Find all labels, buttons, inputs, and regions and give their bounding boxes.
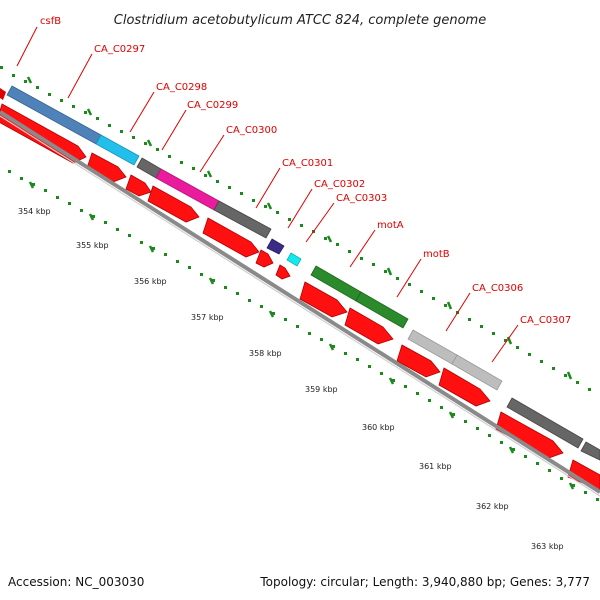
cds-arrow[interactable]	[396, 344, 441, 378]
gene-band-next[interactable]	[506, 397, 584, 449]
cds-arrow[interactable]	[147, 185, 200, 223]
accession-text: Accession: NC_003030	[8, 575, 144, 589]
gene-label-motb[interactable]: motB	[423, 249, 450, 260]
gene-label-ca-c0301[interactable]: CA_C0301	[282, 158, 333, 169]
kbp-label: 355 kbp	[76, 241, 109, 250]
inner-major-ticks	[28, 181, 575, 490]
cds-arrow[interactable]	[438, 367, 491, 407]
gene-band-ca-c0302[interactable]	[266, 238, 285, 255]
gene-label-mota[interactable]: motA	[377, 220, 404, 231]
gene-label-ca-c0306[interactable]: CA_C0306	[472, 283, 523, 294]
genome-backbone	[0, 110, 600, 497]
gene-band-edge[interactable]	[580, 441, 600, 461]
gene-label-ca-c0303[interactable]: CA_C0303	[336, 193, 387, 204]
label-leaders	[16, 26, 519, 363]
kbp-label: 356 kbp	[134, 277, 167, 286]
cds-arrow[interactable]	[344, 307, 394, 345]
kbp-label: 359 kbp	[305, 385, 338, 394]
gene-label-ca-c0299[interactable]: CA_C0299	[187, 100, 238, 111]
kbp-label: 354 kbp	[18, 207, 51, 216]
gene-label-csfb[interactable]: csfB	[40, 16, 61, 27]
kbp-scale-labels: 354 kbp 355 kbp 356 kbp 357 kbp 358 kbp …	[18, 207, 564, 551]
kbp-label: 358 kbp	[249, 349, 282, 358]
genome-info-text: Topology: circular; Length: 3,940,880 bp…	[259, 575, 590, 589]
gene-label-ca-c0298[interactable]: CA_C0298	[156, 82, 207, 93]
gene-labels: csfB CA_C0297 CA_C0298 CA_C0299 CA_C0300…	[40, 16, 571, 326]
gene-label-ca-c0302[interactable]: CA_C0302	[314, 179, 365, 190]
cds-arrow[interactable]	[255, 249, 274, 268]
cds-arrow[interactable]	[275, 264, 291, 280]
cds-arrow[interactable]	[125, 174, 152, 197]
gene-band-ca-c0298[interactable]	[95, 134, 140, 166]
gene-band-track	[0, 85, 600, 461]
map-title: Clostridium acetobutylicum ATCC 824, com…	[114, 13, 486, 28]
outer-tick-track	[0, 66, 591, 391]
kbp-label: 363 kbp	[531, 542, 564, 551]
gene-label-ca-c0307[interactable]: CA_C0307	[520, 315, 571, 326]
kbp-label: 357 kbp	[191, 313, 224, 322]
gene-band-motb[interactable]	[355, 291, 409, 329]
cds-arrow[interactable]	[299, 281, 348, 318]
kbp-label: 361 kbp	[419, 462, 452, 471]
gene-label-ca-c0300[interactable]: CA_C0300	[226, 125, 277, 136]
cds-arrow[interactable]	[202, 217, 260, 258]
inner-tick-track	[8, 170, 599, 501]
gene-band-ca-c0301[interactable]	[213, 200, 272, 239]
kbp-label: 360 kbp	[362, 423, 395, 432]
kbp-label: 362 kbp	[476, 502, 509, 511]
gene-label-ca-c0297[interactable]: CA_C0297	[94, 44, 145, 55]
gene-band-ca-c0303[interactable]	[286, 252, 302, 267]
gene-band-ca-c0307[interactable]	[451, 354, 503, 391]
cds-arrow-track	[0, 103, 600, 491]
